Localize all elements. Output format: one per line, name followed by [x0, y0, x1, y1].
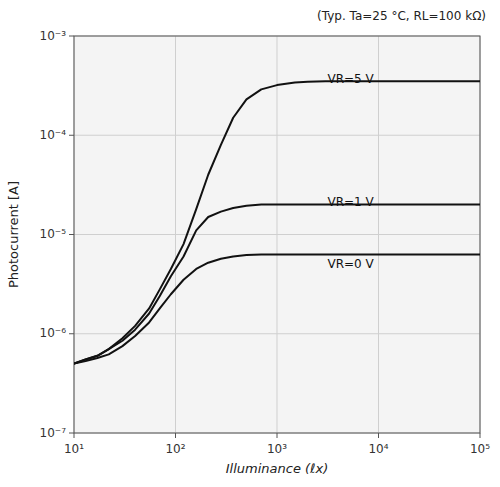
plot-frame: [74, 36, 480, 433]
tick-label-x: 10⁵: [470, 442, 490, 456]
tick-label-x: 10⁴: [368, 442, 388, 456]
tick-y: [69, 333, 74, 334]
tick-label-y: 10⁻⁴: [40, 128, 67, 142]
tick-label-y: 10⁻⁷: [40, 426, 67, 440]
tick-x: [378, 433, 379, 438]
tick-label-y: 10⁻⁵: [40, 227, 67, 241]
tick-x: [175, 433, 176, 438]
tick-y: [69, 433, 74, 434]
grid: [74, 36, 480, 433]
tick-label-y: 10⁻³: [40, 29, 67, 43]
plot-background: [74, 36, 480, 433]
tick-label-x: 10²: [165, 442, 185, 456]
y-axis-label: Photocurrent [A]: [6, 181, 21, 288]
annotation: (Typ. Ta=25 °C, RL=100 kΩ): [317, 9, 486, 23]
ticks: 10¹ 10² 10³ 10⁴ 10⁵ 10⁻⁷ 10⁻⁶ 10⁻⁵ 10⁻⁴ 10⁻³: [40, 29, 491, 457]
curve-label: VR=5 V: [327, 72, 374, 86]
chart: 10¹ 10² 10³ 10⁴ 10⁵ 10⁻⁷ 10⁻⁶ 10⁻⁵ 10⁻⁴ 10⁻³ (Typ.…: [0, 0, 500, 487]
tick-x: [480, 433, 481, 438]
curve-label: VR=1 V: [327, 195, 374, 209]
curve-label: VR=0 V: [327, 257, 374, 271]
x-axis-label: Illuminance (ℓx): [226, 461, 329, 476]
tick-x: [74, 433, 75, 438]
grid-line-y: [74, 135, 480, 136]
curve: [74, 254, 480, 363]
tick-label-x: 10¹: [64, 442, 84, 456]
tick-label-x: 10³: [267, 442, 287, 456]
curve: [74, 205, 480, 364]
curve: [74, 81, 480, 363]
tick-y: [69, 234, 74, 235]
lines: [74, 81, 480, 363]
tick-y: [69, 36, 74, 37]
grid-line-y: [74, 234, 480, 235]
tick-y: [69, 135, 74, 136]
tick-x: [277, 433, 278, 438]
tick-label-y: 10⁻⁶: [40, 326, 67, 340]
grid-line-y: [74, 333, 480, 334]
